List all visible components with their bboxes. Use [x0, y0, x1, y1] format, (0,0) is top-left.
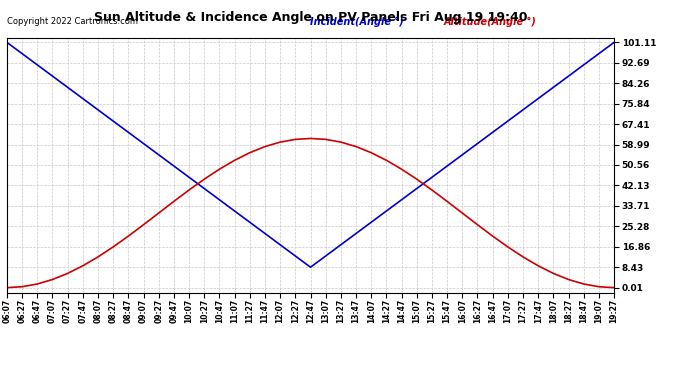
Text: Incident(Angle °): Incident(Angle °) [310, 17, 404, 27]
Text: Copyright 2022 Cartronics.com: Copyright 2022 Cartronics.com [7, 17, 138, 26]
Text: Sun Altitude & Incidence Angle on PV Panels Fri Aug 19 19:40: Sun Altitude & Incidence Angle on PV Pan… [94, 11, 527, 24]
Text: Altitude(Angle °): Altitude(Angle °) [444, 17, 537, 27]
